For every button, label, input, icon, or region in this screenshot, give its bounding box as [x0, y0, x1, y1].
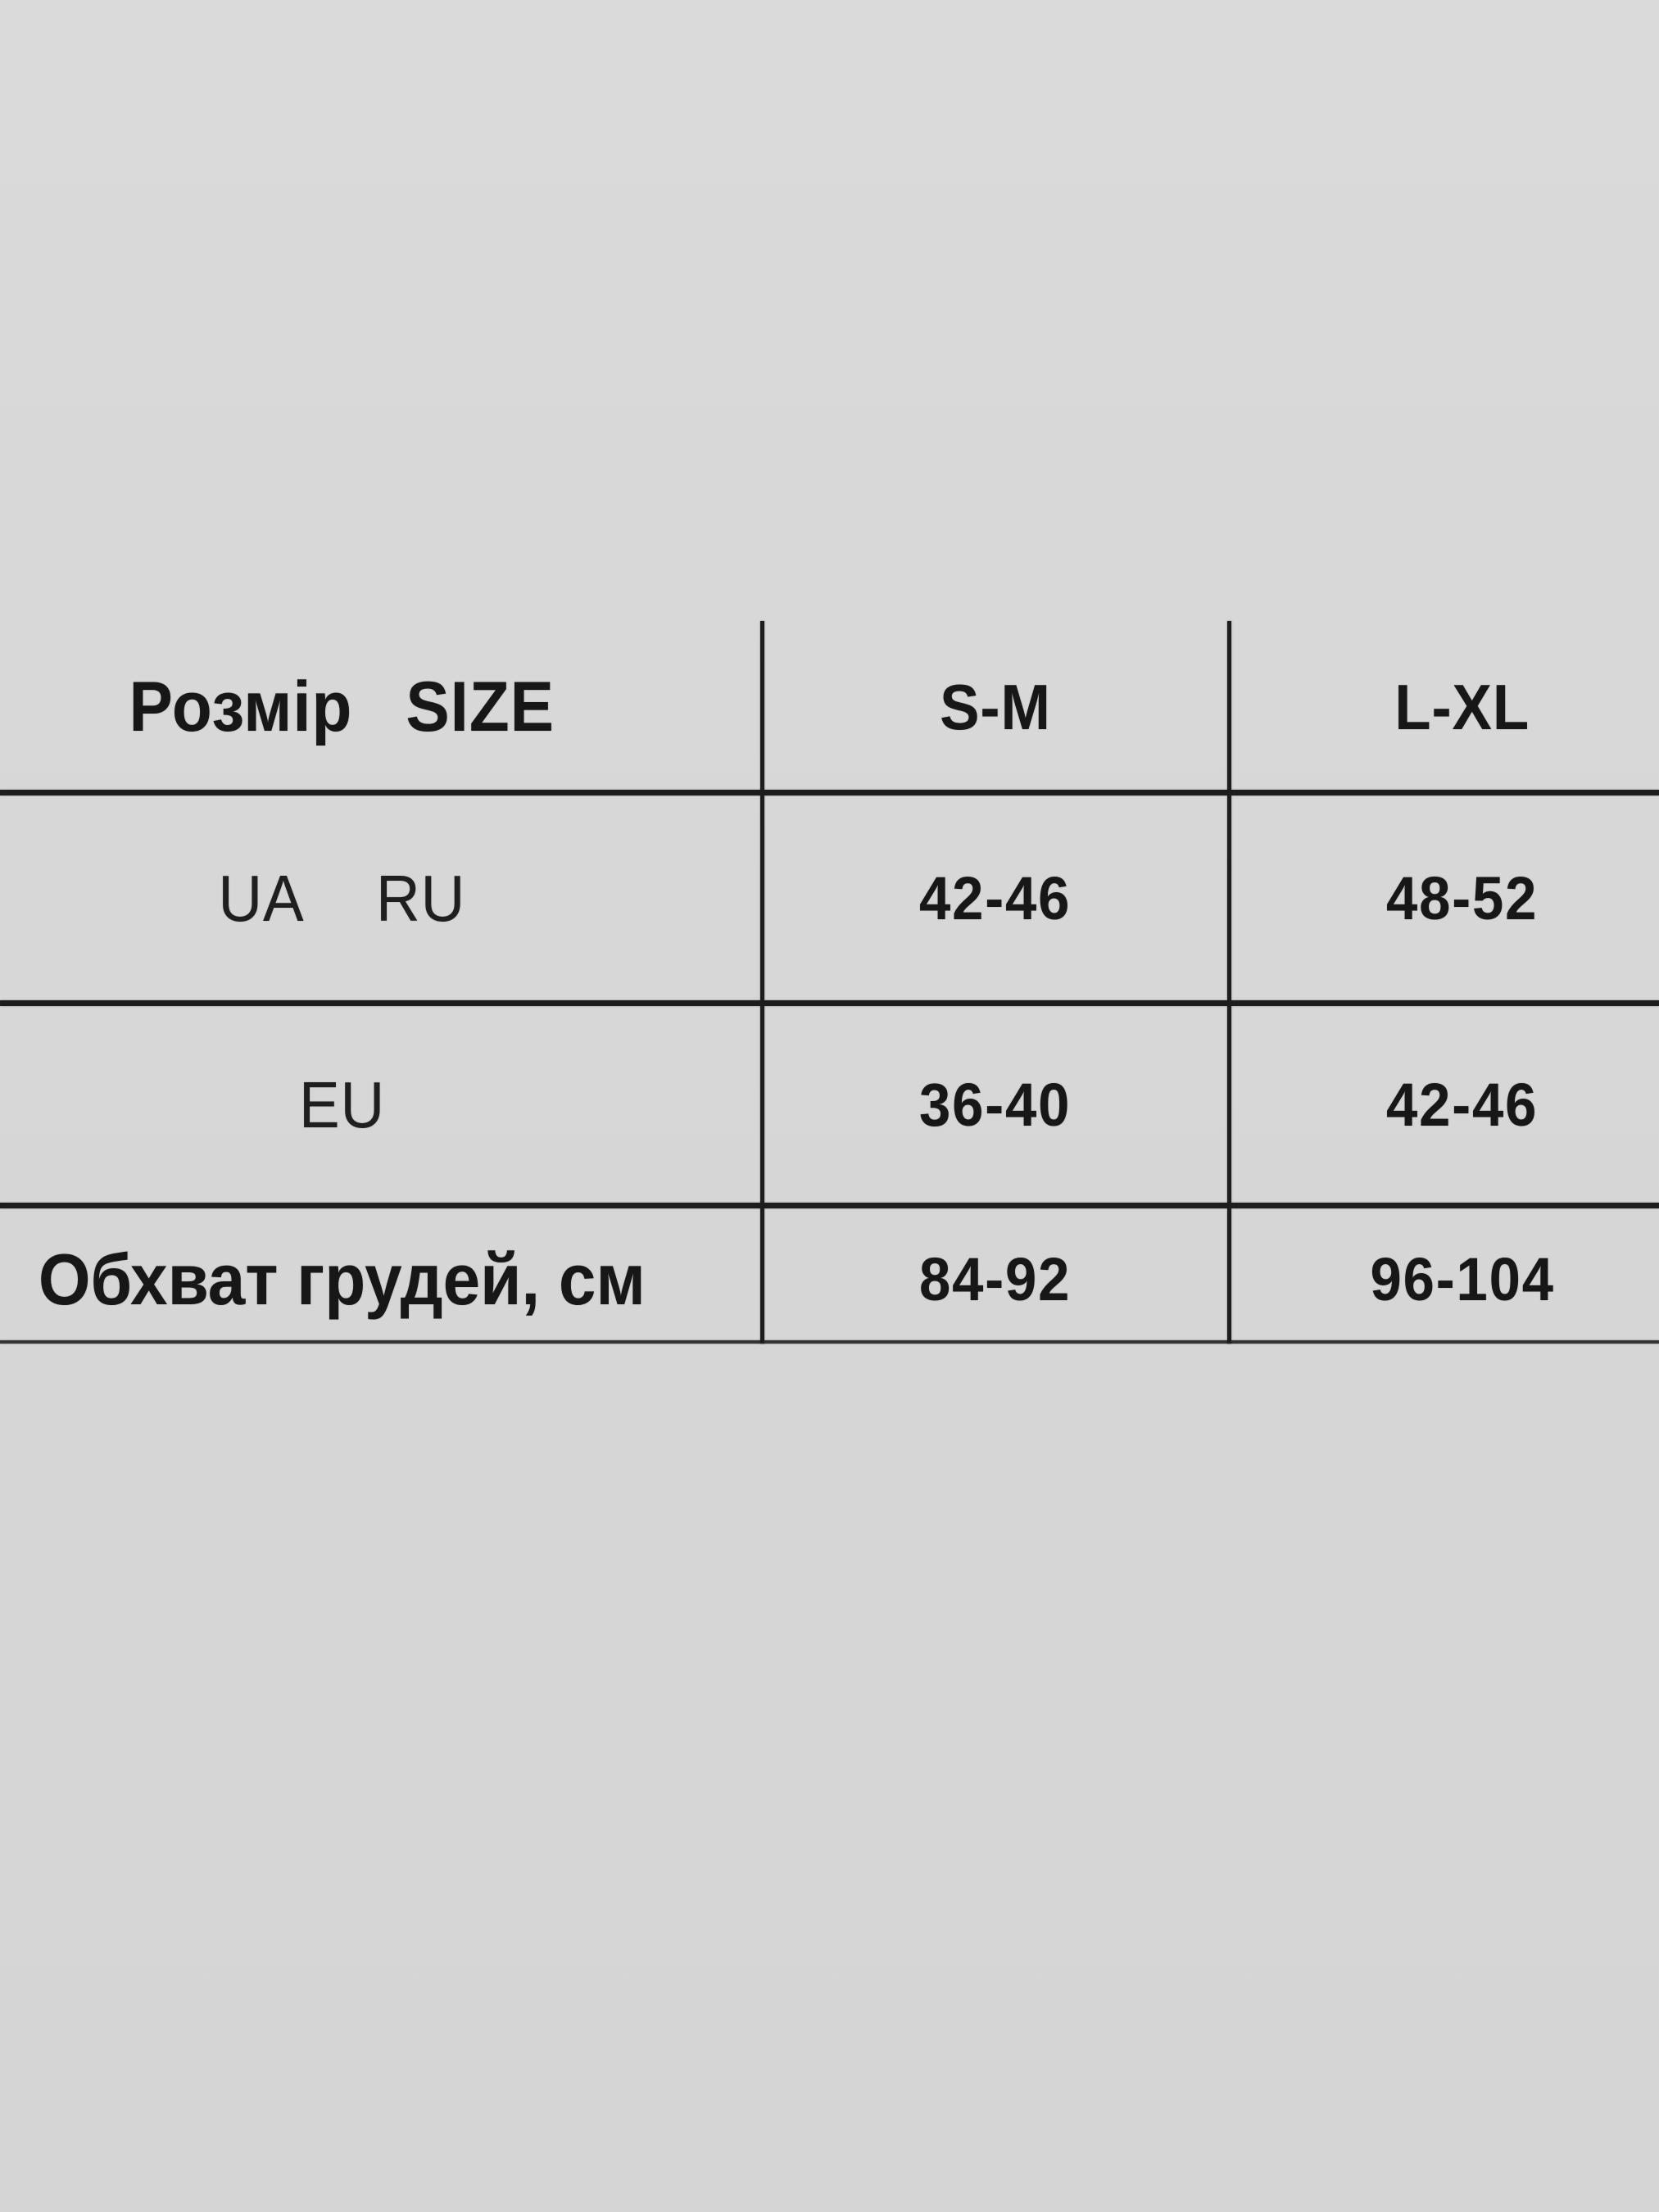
header-label-ua: Розмір: [129, 668, 353, 746]
column-header-lxl: L-XL: [1394, 671, 1530, 743]
header-cell-sm: S-M: [762, 621, 1229, 793]
value-eu-sm: 36-40: [919, 1070, 1072, 1139]
row-label-ru: RU: [376, 861, 466, 935]
row-label-eu: EU: [298, 1067, 386, 1141]
row-ua-ru-lxl-cell: 48-52: [1229, 793, 1659, 1004]
value-ua-ru-sm: 42-46: [919, 863, 1072, 932]
size-table: Розмір SIZE S-M L-XL UA RU 42-46: [0, 621, 1659, 1342]
row-ua-ru-sm-cell: 42-46: [762, 793, 1229, 1004]
header-cell-size: Розмір SIZE: [0, 621, 762, 793]
row-chest-label-cell: Обхват грудей, см: [0, 1206, 762, 1342]
row-ua-ru-label-cell: UA RU: [0, 793, 762, 1004]
row-label-ua: UA: [218, 861, 305, 935]
table-vertical-divider-right: [1227, 621, 1231, 1344]
table-vertical-divider-left: [760, 621, 764, 1344]
row-chest-sm-cell: 84-92: [762, 1206, 1229, 1342]
header-label-en: SIZE: [406, 668, 555, 746]
header-cell-lxl: L-XL: [1229, 621, 1659, 793]
row-eu-label-cell: EU: [0, 1004, 762, 1206]
value-chest-sm: 84-92: [919, 1245, 1072, 1313]
row-chest-lxl-cell: 96-104: [1229, 1206, 1659, 1342]
column-header-sm: S-M: [940, 671, 1051, 743]
row-eu-lxl-cell: 42-46: [1229, 1004, 1659, 1206]
value-chest-lxl: 96-104: [1370, 1245, 1555, 1313]
row-label-chest-girth: Обхват грудей, см: [38, 1239, 646, 1320]
table-rule-below-ua-ru: [0, 1000, 1659, 1006]
table-bottom-border: [0, 1340, 1659, 1344]
value-eu-lxl: 42-46: [1386, 1070, 1539, 1139]
table-rule-below-header: [0, 790, 1659, 796]
row-eu-sm-cell: 36-40: [762, 1004, 1229, 1206]
table-rule-below-eu: [0, 1203, 1659, 1208]
value-ua-ru-lxl: 48-52: [1386, 863, 1539, 932]
